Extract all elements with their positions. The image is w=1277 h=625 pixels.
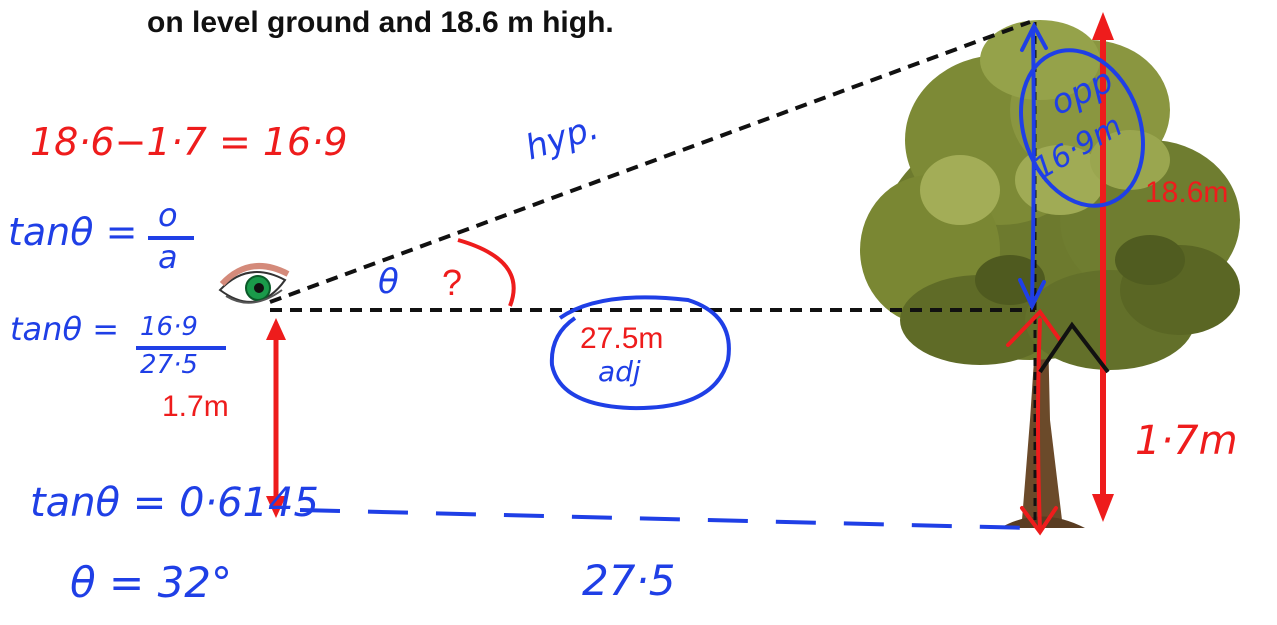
theta-result: θ = 32° bbox=[70, 558, 233, 607]
right-eye-height-label: 1·7m bbox=[1135, 418, 1238, 464]
tan-value: tanθ = 0·6145 bbox=[30, 480, 319, 526]
adjacent-length-label: 27.5m bbox=[580, 322, 664, 355]
hypotenuse-line bbox=[269, 20, 1031, 304]
eye-height-label: 1.7m bbox=[162, 390, 229, 423]
tan-formula-denominator: a bbox=[158, 238, 178, 276]
tree-height-arrow bbox=[1092, 12, 1114, 522]
lower-height-arrow bbox=[1006, 308, 1062, 536]
theta-symbol: θ bbox=[378, 262, 399, 302]
unknown-angle-label: ? bbox=[442, 262, 463, 303]
tan-fraction-denominator: 27·5 bbox=[140, 350, 198, 380]
eye-icon bbox=[218, 263, 290, 304]
eye-height-arrow bbox=[266, 318, 286, 518]
tan-formula-bar bbox=[148, 236, 194, 240]
tan-fraction-bar bbox=[136, 346, 226, 350]
subtraction-work: 18·6−1·7 = 16·9 bbox=[30, 120, 348, 164]
base-dashed-line bbox=[299, 508, 1031, 530]
tan-fraction-numerator: 16·9 bbox=[140, 312, 198, 342]
adj-circle bbox=[549, 295, 731, 411]
tan-formula-left: tanθ = bbox=[8, 210, 138, 254]
right-angle-mark bbox=[1038, 321, 1110, 374]
angle-arc bbox=[457, 238, 516, 307]
tan-formula-numerator: o bbox=[158, 196, 178, 234]
tree-height-label: 18.6m bbox=[1145, 176, 1229, 209]
diagram-title: on level ground and 18.6 m high. bbox=[147, 6, 614, 39]
opp-circle bbox=[1019, 48, 1145, 208]
tan-fraction-left: tanθ = bbox=[10, 310, 119, 348]
adj-label: adj bbox=[598, 355, 641, 388]
base-length-label: 27·5 bbox=[582, 556, 676, 605]
